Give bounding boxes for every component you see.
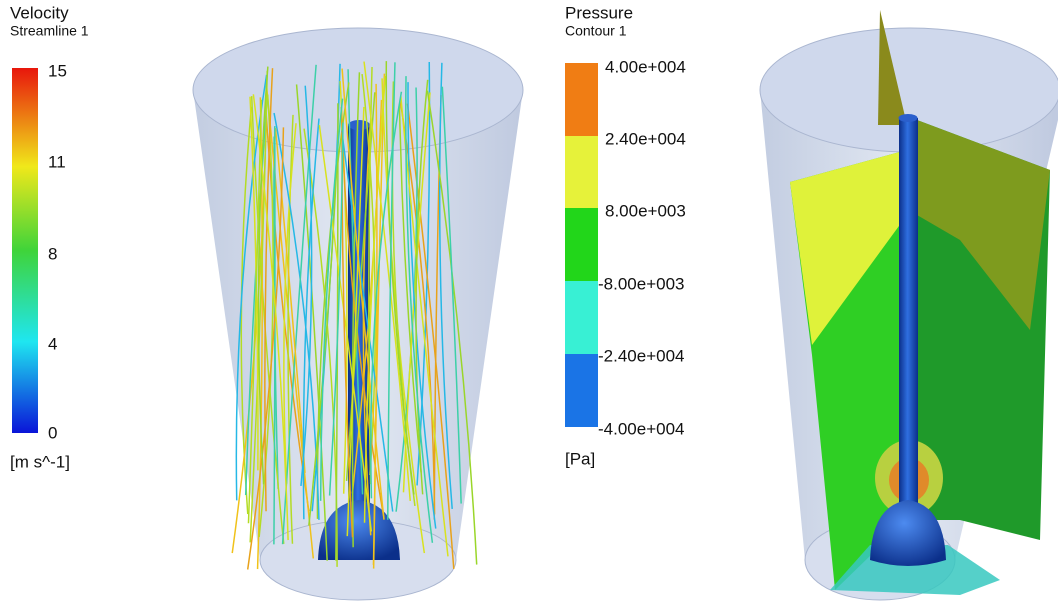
legend-tick: 11: [48, 152, 66, 171]
legend-title: Velocity: [10, 3, 69, 22]
legend-title: Pressure: [565, 3, 633, 22]
velocity-legend: Velocity Streamline 1 15 11 8 4 0 [m s^-…: [10, 3, 89, 471]
pole-top: [899, 114, 918, 122]
color-band: [565, 136, 598, 208]
pressure-legend: Pressure Contour 1 4.00e+004 2.40e+004 8…: [565, 3, 686, 468]
legend-unit: [m s^-1]: [10, 452, 70, 471]
legend-tick: -2.40e+004: [598, 346, 685, 365]
color-bar: [12, 68, 38, 433]
legend-tick: -8.00e+003: [598, 274, 685, 293]
legend-tick: 2.40e+004: [605, 129, 686, 148]
streamline-render: [193, 28, 523, 600]
legend-tick: 4: [48, 334, 57, 353]
pole: [899, 118, 918, 518]
legend-tick: 15: [48, 61, 67, 80]
legend-subtitle: Streamline 1: [10, 23, 89, 39]
legend-tick: -4.00e+004: [598, 419, 685, 438]
legend-tick: 0: [48, 423, 57, 442]
legend-tick: 8.00e+003: [605, 201, 686, 220]
legend-tick: 4.00e+004: [605, 57, 686, 76]
color-band: [565, 281, 598, 354]
legend-unit: [Pa]: [565, 449, 595, 468]
contour-render: [760, 10, 1058, 600]
color-band: [565, 354, 598, 427]
legend-subtitle: Contour 1: [565, 23, 627, 39]
legend-tick: 8: [48, 244, 57, 263]
color-band: [565, 63, 598, 136]
color-band: [565, 208, 598, 281]
figure: Velocity Streamline 1 15 11 8 4 0 [m s^-…: [0, 0, 1058, 603]
